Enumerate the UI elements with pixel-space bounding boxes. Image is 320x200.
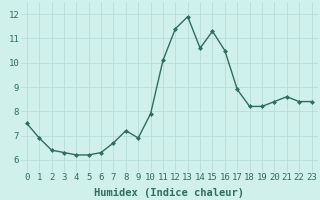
X-axis label: Humidex (Indice chaleur): Humidex (Indice chaleur) bbox=[94, 188, 244, 198]
